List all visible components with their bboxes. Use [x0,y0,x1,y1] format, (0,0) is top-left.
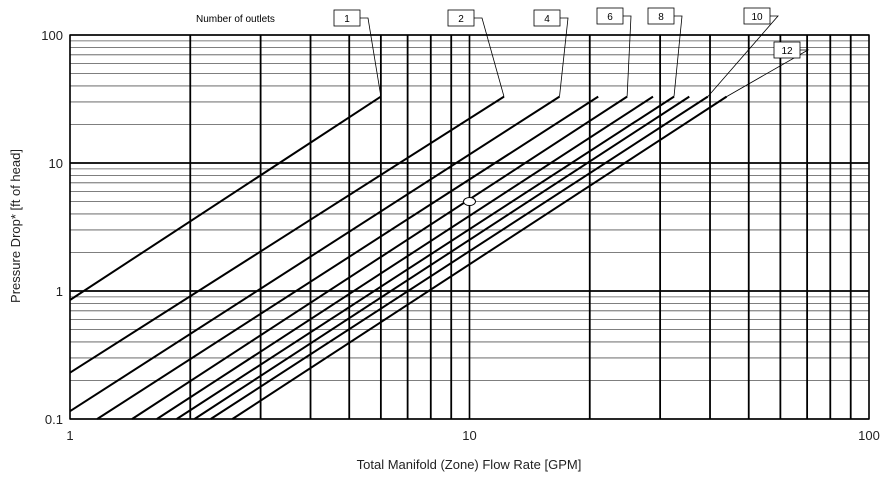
example-point [463,197,476,207]
x-axis-title: Total Manifold (Zone) Flow Rate [GPM] [357,457,582,472]
leader-line [707,15,779,97]
outlet-label: 12 [781,46,793,57]
outlet-label-box [773,41,801,59]
outlet-label-box [533,9,561,27]
grid [69,34,870,420]
series-line [131,95,628,420]
leader-line [726,49,810,97]
legend-title: Number of outlets [196,14,275,25]
series-line [156,95,654,420]
series-line [69,95,382,301]
x-tick-label: 10 [462,428,476,443]
outlet-label-box [333,9,361,27]
series-line [193,95,690,420]
leader-line [559,17,569,97]
series-line [210,95,709,420]
series-line [69,95,561,413]
outlet-label-box [743,7,771,25]
outlet-label: 10 [751,12,763,23]
outlet-label: 2 [458,14,464,25]
x-tick-label: 1 [66,428,73,443]
plot-frame [69,34,870,420]
outlet-label: 4 [544,14,550,25]
series-lines [69,95,728,420]
y-tick-label: 0.1 [45,412,63,427]
x-tick-label: 100 [858,428,880,443]
outlet-label-box [647,7,675,25]
y-tick-label: 10 [49,156,63,171]
leader-line [360,17,382,97]
outlet-label: 8 [658,12,664,23]
leader-line [673,15,683,97]
outlet-label: 6 [607,12,613,23]
y-tick-label: 100 [41,28,63,43]
outlet-label: 1 [344,14,350,25]
series-line [69,95,505,374]
series-line [176,95,675,420]
y-tick-label: 1 [56,284,63,299]
outlet-label-box [596,7,624,25]
series-line [231,95,728,420]
series-line [96,95,599,420]
leader-line [474,17,505,97]
y-axis-title: Pressure Drop* [ft of head] [8,149,23,303]
outlet-label-box [447,9,475,27]
marker [463,197,476,207]
leader-line [623,15,632,97]
